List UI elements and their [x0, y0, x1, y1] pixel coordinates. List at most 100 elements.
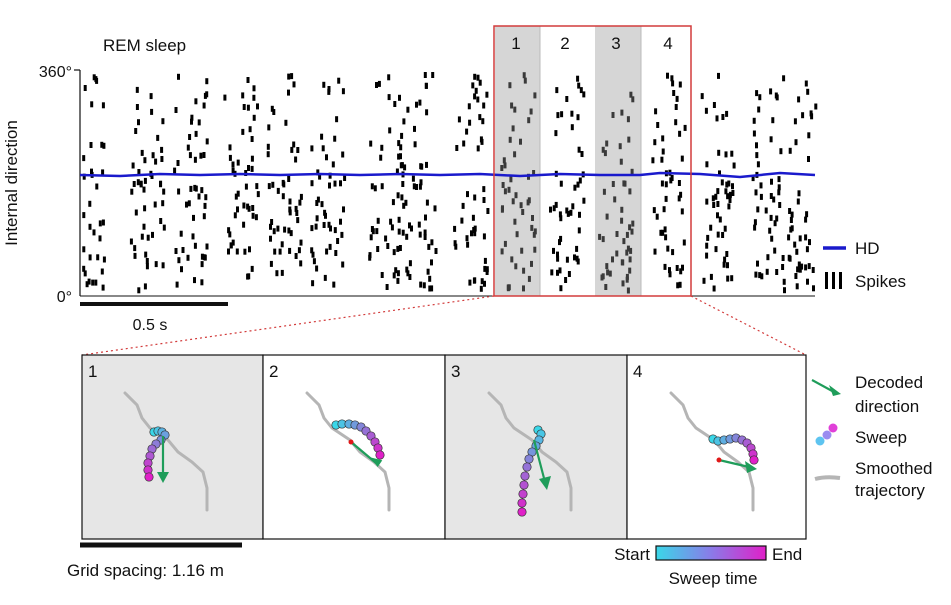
- spike-mark: [527, 117, 531, 124]
- spike-mark: [511, 198, 515, 205]
- spike-mark: [399, 162, 403, 169]
- spike-mark: [205, 138, 209, 145]
- spike-mark: [515, 231, 519, 238]
- spike-mark: [674, 104, 678, 110]
- spike-mark: [135, 104, 139, 110]
- spike-mark: [570, 124, 574, 131]
- spike-mark: [709, 224, 713, 231]
- spike-mark: [397, 140, 401, 147]
- spike-mark: [281, 193, 285, 200]
- spike-mark: [678, 130, 682, 137]
- spike-mark: [605, 263, 609, 270]
- spike-mark: [556, 251, 559, 258]
- spike-mark: [397, 153, 401, 160]
- spike-mark: [389, 218, 393, 225]
- spike-mark: [529, 108, 533, 115]
- sweep-dot: [520, 471, 530, 481]
- spike-mark: [89, 142, 93, 148]
- spike-mark: [807, 156, 810, 162]
- spike-mark: [807, 132, 811, 139]
- spike-mark: [428, 285, 432, 292]
- spike-mark: [751, 175, 755, 182]
- spike-mark: [396, 270, 400, 277]
- spike-mark: [533, 92, 537, 99]
- spike-mark: [246, 104, 250, 111]
- spike-mark: [145, 263, 149, 270]
- spike-mark: [327, 86, 331, 92]
- spike-mark: [229, 242, 233, 249]
- spike-mark: [723, 225, 727, 232]
- spike-mark: [559, 235, 563, 242]
- spike-mark: [267, 183, 271, 190]
- spike-mark: [804, 216, 808, 223]
- spike-mark: [615, 250, 619, 257]
- spike-mark: [627, 136, 631, 143]
- spike-mark: [412, 183, 416, 190]
- panel-1-number: 1: [88, 362, 97, 381]
- spike-mark: [790, 211, 794, 218]
- y-axis-label: Internal direction: [2, 120, 21, 246]
- spike-mark: [480, 278, 484, 285]
- spike-mark: [181, 247, 185, 253]
- spike-mark: [95, 183, 99, 190]
- spike-mark: [408, 222, 411, 229]
- spike-mark: [603, 150, 607, 157]
- spike-mark: [794, 273, 798, 279]
- spike-mark: [270, 105, 274, 112]
- spike-mark: [753, 224, 757, 231]
- spike-mark: [789, 217, 793, 223]
- spike-mark: [241, 92, 245, 99]
- spike-mark: [758, 94, 762, 101]
- spike-mark: [343, 175, 347, 181]
- spike-mark: [92, 229, 96, 236]
- spike-mark: [143, 157, 147, 164]
- spike-mark: [704, 107, 708, 114]
- spike-mark: [246, 77, 250, 83]
- spike-mark: [430, 285, 434, 292]
- spikes-legend-label: Spikes: [855, 272, 906, 291]
- hd-legend-label: HD: [855, 239, 880, 258]
- spike-mark: [731, 190, 735, 196]
- spike-mark: [91, 279, 95, 286]
- sweep-legend-dot: [822, 430, 832, 440]
- spike-mark: [411, 175, 415, 182]
- spike-mark: [755, 142, 758, 149]
- spike-mark: [283, 226, 287, 233]
- spike-mark: [315, 200, 319, 206]
- spike-mark: [295, 210, 299, 216]
- spike-mark: [130, 188, 134, 195]
- spike-mark: [328, 182, 331, 189]
- spike-mark: [674, 119, 678, 126]
- spike-mark: [135, 86, 139, 93]
- spike-mark: [781, 255, 785, 261]
- spike-mark: [465, 235, 469, 242]
- spike-mark: [392, 272, 396, 279]
- spike-mark: [554, 201, 558, 208]
- zoom-connector-left: [81, 295, 495, 356]
- spike-mark: [620, 109, 624, 116]
- spike-mark: [666, 72, 669, 79]
- spike-mark: [671, 249, 675, 256]
- spike-mark: [514, 192, 518, 199]
- spike-mark: [425, 109, 429, 116]
- spike-mark: [391, 199, 395, 206]
- spike-mark: [247, 165, 250, 171]
- spike-mark: [325, 154, 328, 161]
- spike-mark: [276, 225, 280, 232]
- spike-mark: [670, 75, 674, 82]
- spike-mark: [789, 226, 793, 233]
- spike-mark: [777, 176, 781, 183]
- spike-mark: [370, 183, 374, 190]
- spike-mark: [250, 165, 254, 172]
- sweep-time-colorbar: [655, 545, 767, 561]
- spike-mark: [621, 280, 625, 287]
- spike-mark: [252, 114, 256, 121]
- sweep-dot: [749, 455, 759, 465]
- spike-mark: [384, 235, 388, 242]
- spike-mark: [793, 241, 797, 248]
- spike-mark: [393, 101, 397, 107]
- panel-legend: Decoded direction Sweep Smoothed traject…: [811, 373, 933, 500]
- spike-mark: [134, 209, 138, 216]
- spike-mark: [333, 227, 337, 234]
- spike-mark: [423, 234, 427, 240]
